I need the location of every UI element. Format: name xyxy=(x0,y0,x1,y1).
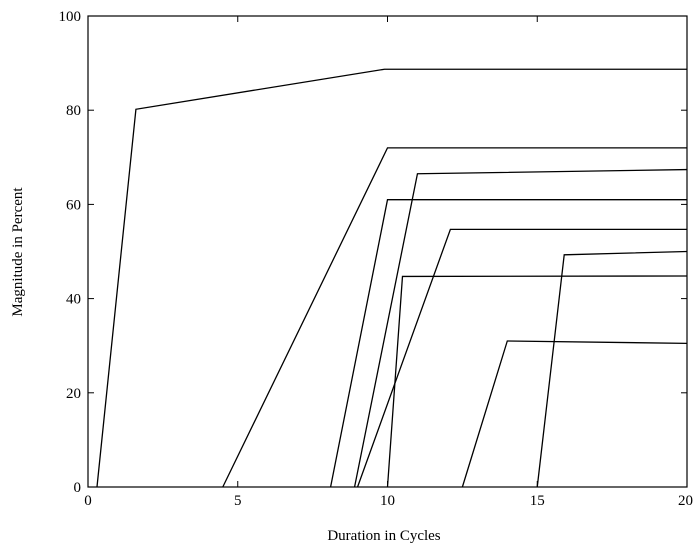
tick-labels-layer: 0 5 10 15 20 0 20 40 60 80 100 xyxy=(59,9,694,509)
y-tick-label: 40 xyxy=(66,292,81,308)
y-tick-label: 60 xyxy=(66,197,81,213)
series-line-2 xyxy=(222,147,687,488)
x-tick-label: 20 xyxy=(678,493,693,509)
ticks-layer xyxy=(87,15,688,488)
plot-frame xyxy=(87,15,688,488)
series-line-5 xyxy=(356,228,687,488)
y-tick-label: 80 xyxy=(66,103,81,119)
x-tick-label: 10 xyxy=(380,493,395,509)
series-line-8 xyxy=(461,340,688,488)
series-layer xyxy=(96,68,688,488)
series-line-1 xyxy=(96,68,687,488)
series-line-7 xyxy=(386,275,688,488)
x-axis-label: Duration in Cycles xyxy=(327,528,440,544)
x-tick-label: 5 xyxy=(234,493,242,509)
series-line-4 xyxy=(329,199,687,488)
series-line-3 xyxy=(353,168,688,488)
y-axis-label: Magnitude in Percent xyxy=(10,187,26,317)
x-tick-label: 15 xyxy=(530,493,545,509)
series-line-6 xyxy=(536,250,688,488)
y-tick-label: 100 xyxy=(59,9,82,25)
x-tick-label: 0 xyxy=(84,493,92,509)
y-tick-label: 0 xyxy=(74,480,82,496)
y-tick-label: 20 xyxy=(66,386,81,402)
